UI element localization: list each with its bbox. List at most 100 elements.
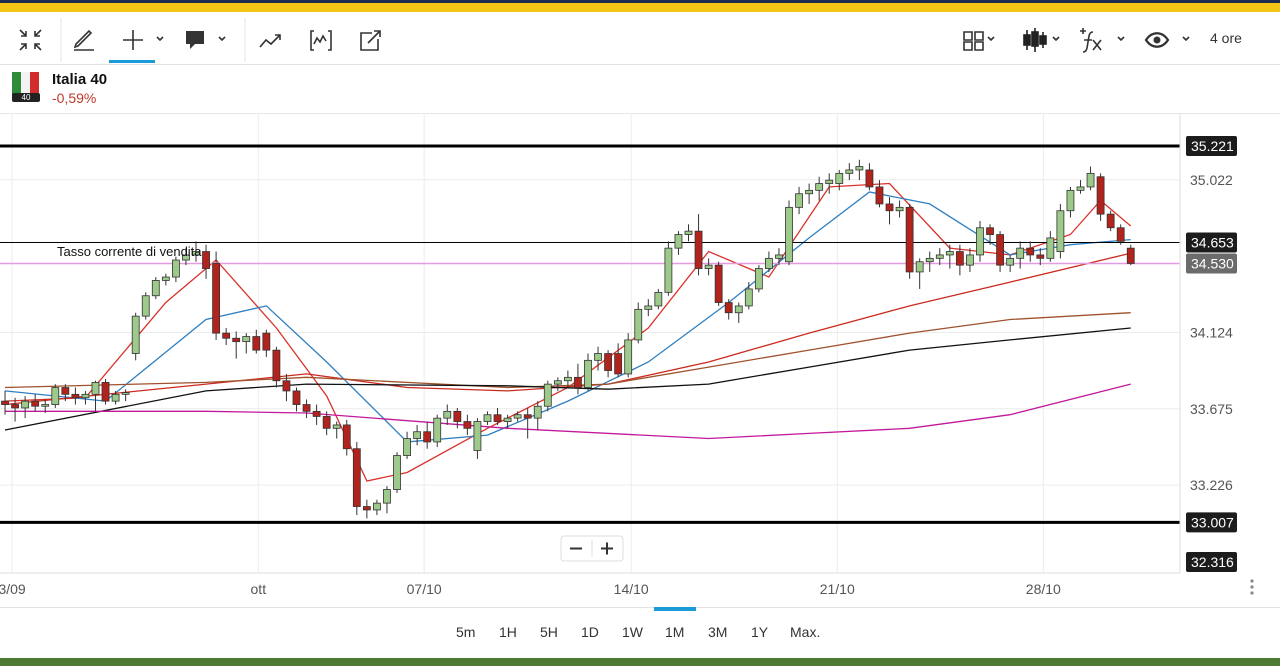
flag-white <box>21 72 30 95</box>
draw-icon[interactable] <box>73 29 94 51</box>
dropdown-icon[interactable] <box>218 36 1190 42</box>
fx-icon[interactable] <box>1080 28 1102 53</box>
candle-body <box>1106 213 1115 229</box>
timeframe-select[interactable]: 4 ore <box>1210 30 1242 46</box>
active-tool-indicator <box>109 60 155 63</box>
candle-body <box>875 186 884 205</box>
candle-body <box>865 169 874 188</box>
trend-icon[interactable] <box>259 34 281 48</box>
candle-body <box>925 257 934 263</box>
candle-body <box>252 336 261 351</box>
candle-body <box>1026 247 1035 256</box>
candle-body <box>493 414 502 422</box>
candle-body <box>272 349 281 382</box>
more-menu[interactable] <box>1250 579 1254 595</box>
candle-body <box>1126 247 1135 264</box>
candle-body <box>1086 172 1095 188</box>
candle-body <box>483 414 492 422</box>
share-icon[interactable] <box>360 30 381 51</box>
crosshair-icon[interactable] <box>123 30 143 50</box>
candle-body <box>182 254 190 261</box>
indicator-icon[interactable] <box>310 30 332 51</box>
instrument-header: 40 Italia 40 -0,59% <box>12 71 107 106</box>
candle-body <box>523 414 532 419</box>
zoom-in[interactable] <box>601 542 613 555</box>
candle-body <box>966 254 974 266</box>
y-tick-label: 33.226 <box>1190 477 1233 493</box>
candle-body <box>443 410 452 419</box>
candle-body <box>332 424 341 429</box>
grid <box>0 113 1180 573</box>
timeframe-option[interactable]: 5H <box>540 624 558 640</box>
candle-body <box>373 502 381 511</box>
candle-body <box>1076 186 1085 191</box>
candle-body <box>473 421 482 451</box>
active-timeframe-indicator <box>654 607 696 611</box>
low-marker-label: 32.316 <box>1191 554 1234 570</box>
candle-body <box>131 315 140 354</box>
candle-body <box>1056 210 1065 252</box>
candle-body <box>996 234 1004 266</box>
price-level-label: 34.530 <box>1191 255 1234 271</box>
comment-icon[interactable] <box>186 31 204 44</box>
price-level-box <box>1186 135 1237 156</box>
candle-body <box>1066 189 1075 212</box>
timeframe-option[interactable]: 5m <box>456 624 476 640</box>
candle-body <box>704 264 713 269</box>
timeframe-option[interactable]: 1M <box>665 624 685 640</box>
timeframe-option[interactable]: 1D <box>581 624 599 640</box>
candle-body <box>654 291 663 307</box>
candle-body <box>151 280 160 297</box>
candles-icon[interactable] <box>1023 28 1047 52</box>
flag-red <box>30 72 39 95</box>
candle-body <box>945 251 954 256</box>
timeframe-option[interactable]: Max. <box>790 624 821 640</box>
toolbar: 4 ore <box>0 12 1280 65</box>
candle-body <box>503 417 512 422</box>
timeframe-bar: 5m 1H 5H 1D 1W 1M 3M 1Y Max. <box>0 607 1280 659</box>
candle-body <box>322 416 331 429</box>
candle-body <box>302 404 311 412</box>
candle-body <box>915 261 924 273</box>
candle-body <box>1096 176 1105 215</box>
candle-body <box>734 305 743 314</box>
candle-body <box>634 308 643 341</box>
candle-body <box>453 410 462 422</box>
candle-body <box>1006 257 1015 266</box>
price-change: -0,59% <box>52 90 96 106</box>
candle-body <box>1116 227 1125 242</box>
instrument-info: 40 Italia 40 -0,59% <box>0 65 1280 114</box>
candle-body <box>192 251 200 256</box>
candle-body <box>664 247 673 293</box>
collapse-icon[interactable] <box>19 29 42 51</box>
dropdown-icon[interactable] <box>156 36 164 42</box>
candle-body <box>563 376 572 382</box>
candle-body <box>292 390 301 405</box>
timeframe-option[interactable]: 1Y <box>751 624 769 640</box>
layout-icon[interactable] <box>963 31 984 51</box>
timeframe-option[interactable]: 1W <box>622 624 643 640</box>
candle-body <box>775 254 783 259</box>
moving-average-line <box>4 191 1131 443</box>
price-level-box <box>1186 512 1237 533</box>
candle-body <box>986 227 994 235</box>
candle-body <box>51 387 60 405</box>
axis-labels: 33.226 33.675 34.124 35.022 3/09 ott 07/10 14/1… <box>0 172 1233 597</box>
candle-body <box>161 276 170 281</box>
badge <box>12 93 40 102</box>
candle-body <box>1046 237 1055 259</box>
candle-body <box>433 417 442 443</box>
eye-icon[interactable] <box>1144 32 1170 48</box>
timeframe-option[interactable]: 3M <box>708 624 728 640</box>
candle-body <box>574 376 582 388</box>
candle-body <box>21 400 30 409</box>
y-tick-label: 35.022 <box>1190 172 1233 188</box>
candle-body <box>835 172 844 184</box>
annotation: Tasso corrente di vendita <box>57 244 202 259</box>
moving-average-line <box>4 312 1131 389</box>
candle-body <box>352 448 361 507</box>
candle-body <box>935 254 944 259</box>
candle-body <box>171 259 180 278</box>
moving-average-line <box>5 383 1131 440</box>
timeframe-option[interactable]: 1H <box>499 624 517 640</box>
